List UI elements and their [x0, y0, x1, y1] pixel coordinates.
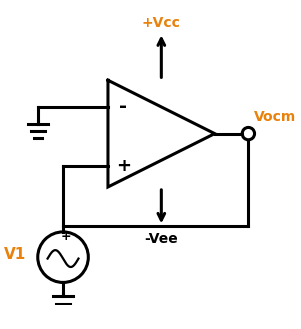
- Text: -: -: [119, 97, 127, 116]
- Text: Vocm: Vocm: [254, 110, 296, 124]
- Text: +: +: [61, 230, 71, 243]
- Text: +Vcc: +Vcc: [142, 16, 181, 30]
- Text: +: +: [116, 157, 131, 175]
- Text: V1: V1: [4, 247, 26, 262]
- Text: -Vee: -Vee: [144, 232, 178, 246]
